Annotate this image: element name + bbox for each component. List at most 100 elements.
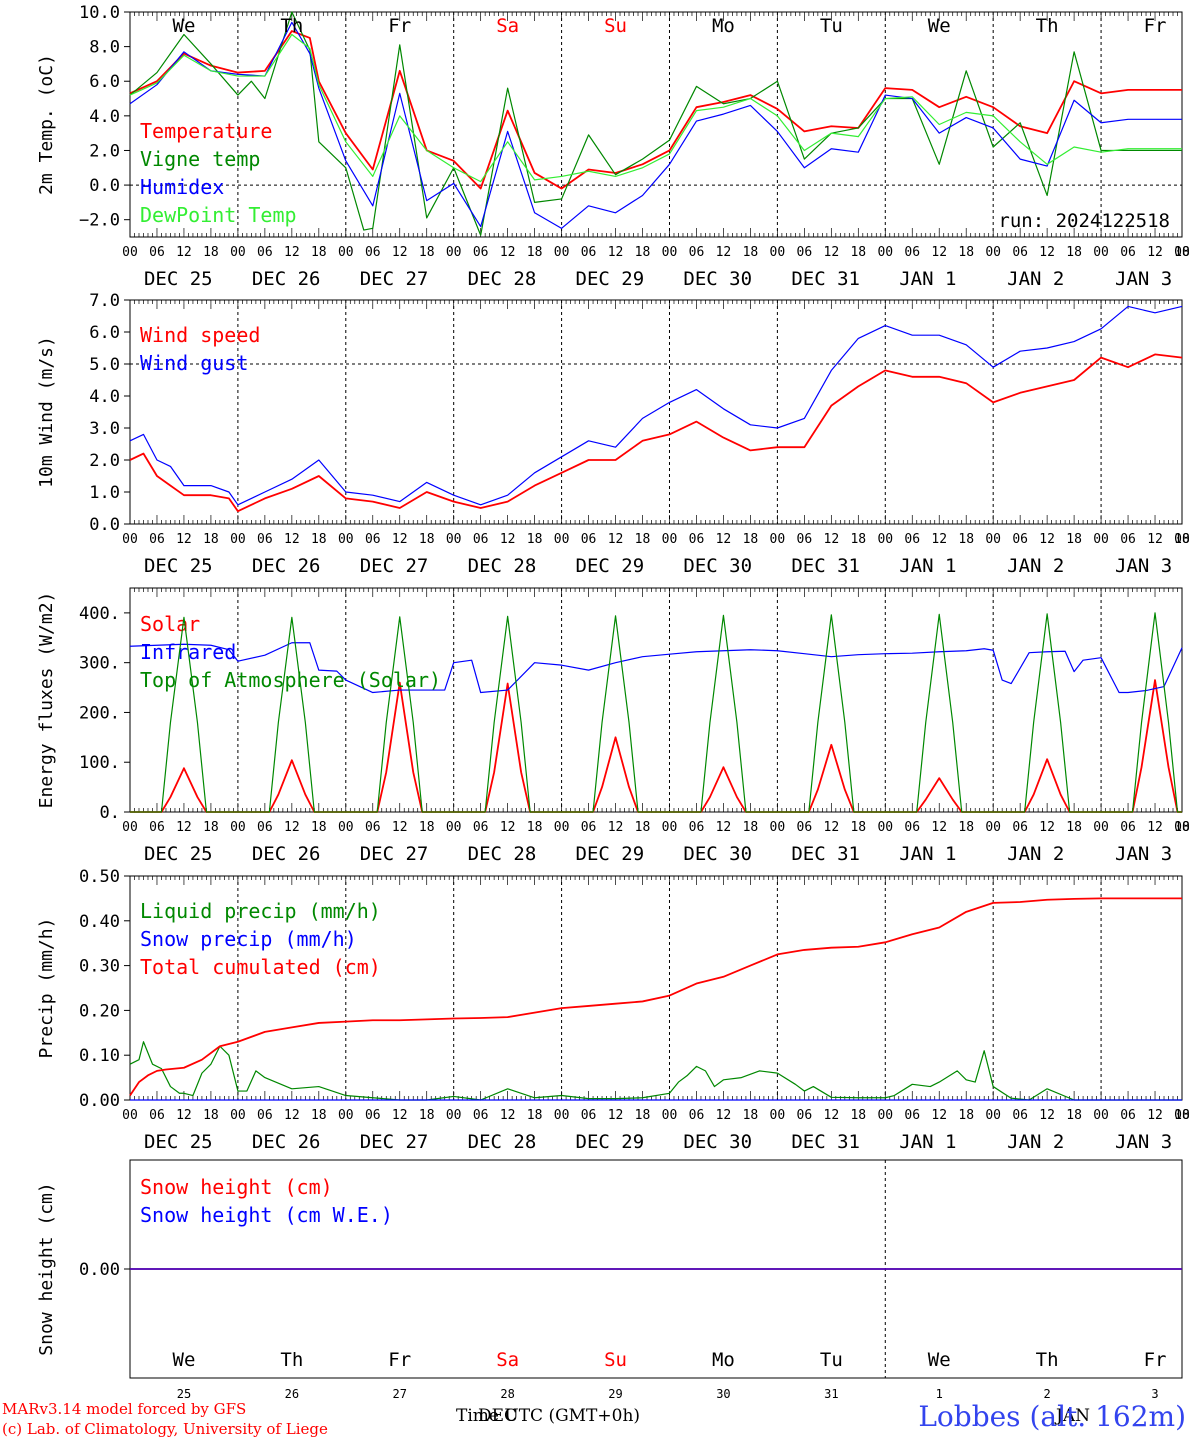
y-tick-label: 5.0 — [89, 355, 120, 375]
x-hour-label: 18 — [527, 245, 543, 260]
weekday-label: We — [928, 15, 951, 37]
x-day-label: DEC 25 — [144, 843, 213, 865]
y-tick-label: 0.00 — [79, 1091, 120, 1111]
x-day-label: JAN 3 — [1115, 1131, 1172, 1153]
x-hour-label: 12 — [500, 1108, 516, 1123]
x-hour-label: 18 — [203, 245, 219, 260]
x-day-label: JAN 1 — [899, 268, 956, 290]
x-day-label: JAN 1 — [899, 1131, 956, 1153]
x-hour-label: 06 — [1120, 532, 1136, 547]
x-hour-label: 12 — [1039, 532, 1055, 547]
x-hour-label: 00 — [1174, 1108, 1190, 1123]
x-hour-label: 06 — [581, 820, 597, 835]
x-day-label: DEC 30 — [683, 1131, 752, 1153]
x-hour-label: 00 — [662, 245, 678, 260]
x-hour-label: 00 — [1174, 245, 1190, 260]
y-axis-title: 2m Temp. (oC) — [36, 54, 57, 195]
x-hour-label: 00 — [122, 532, 138, 547]
y-axis-title: 10m Wind (m/s) — [36, 336, 57, 488]
y-tick-label: 400. — [79, 604, 120, 624]
y-tick-label: 0.0 — [89, 515, 120, 535]
x-hour-label: 12 — [931, 532, 947, 547]
x-hour-label: 18 — [419, 820, 435, 835]
weekday-label: Su — [604, 1349, 627, 1371]
series-line-wind-speed — [129, 353, 1183, 513]
x-hour-label: 06 — [473, 532, 489, 547]
series-line-infrared — [129, 642, 1183, 694]
x-hour-label: 12 — [500, 245, 516, 260]
day-number-label: 29 — [608, 1387, 622, 1401]
x-hour-label: 18 — [1174, 532, 1190, 547]
x-day-label: DEC 29 — [576, 843, 645, 865]
x-hour-label: 12 — [392, 532, 408, 547]
x-hour-label: 00 — [662, 820, 678, 835]
weekday-label: Fr — [388, 15, 411, 37]
x-hour-label: 18 — [203, 820, 219, 835]
y-tick-label: 1.0 — [89, 483, 120, 503]
x-hour-label: 00 — [985, 532, 1001, 547]
y-tick-label: 7.0 — [89, 291, 120, 311]
x-hour-label: 06 — [689, 245, 705, 260]
x-hour-label: 00 — [1174, 820, 1190, 835]
x-hour-label: 12 — [608, 532, 624, 547]
y-axis-title: Energy fluxes (W/m2) — [36, 592, 57, 809]
x-hour-label: 06 — [581, 532, 597, 547]
x-hour-label: 00 — [446, 532, 462, 547]
x-hour-label: 00 — [770, 1108, 786, 1123]
x-hour-label: 18 — [311, 820, 327, 835]
x-hour-label: 18 — [419, 1108, 435, 1123]
x-hour-label: 00 — [1093, 1108, 1109, 1123]
x-hour-label: 00 — [122, 245, 138, 260]
y-tick-label: 0.10 — [79, 1046, 120, 1066]
x-hour-label: 00 — [662, 532, 678, 547]
x-hour-label: 18 — [958, 820, 974, 835]
x-day-label: JAN 3 — [1115, 843, 1172, 865]
x-hour-label: 12 — [284, 245, 300, 260]
x-hour-label: 00 — [1174, 532, 1190, 547]
x-day-label: JAN 2 — [1007, 555, 1064, 577]
x-day-label: DEC 26 — [252, 555, 321, 577]
x-hour-label: 06 — [149, 532, 165, 547]
x-hour-label: 18 — [1066, 532, 1082, 547]
x-day-label: DEC 26 — [252, 843, 321, 865]
x-day-label: DEC 26 — [252, 268, 321, 290]
x-hour-label: 06 — [257, 245, 273, 260]
x-hour-label: 00 — [338, 532, 354, 547]
x-hour-label: 06 — [1012, 532, 1028, 547]
series-line-liquid-precip-mm-h- — [129, 1041, 1182, 1101]
x-hour-label: 06 — [365, 245, 381, 260]
x-hour-label: 00 — [230, 820, 246, 835]
x-hour-label: 12 — [500, 820, 516, 835]
series-line-temperature — [129, 30, 1182, 190]
weekday-label: Tu — [820, 1349, 843, 1371]
x-hour-label: 00 — [877, 820, 893, 835]
day-number-label: 28 — [500, 1387, 514, 1401]
x-hour-label: 06 — [1120, 1108, 1136, 1123]
series-line-vigne-temp — [129, 11, 1182, 236]
x-hour-label: 12 — [608, 820, 624, 835]
x-hour-label: 06 — [365, 820, 381, 835]
x-hour-label: 18 — [527, 1108, 543, 1123]
x-hour-label: 18 — [850, 1108, 866, 1123]
x-day-label: DEC 31 — [791, 1131, 860, 1153]
x-hour-label: 18 — [311, 1108, 327, 1123]
legend-entry: Solar — [140, 612, 200, 636]
x-day-label: DEC 29 — [576, 1131, 645, 1153]
x-hour-label: 12 — [284, 532, 300, 547]
x-hour-label: 00 — [985, 1108, 1001, 1123]
x-day-label: JAN 2 — [1007, 268, 1064, 290]
x-hour-label: 06 — [149, 820, 165, 835]
x-hour-label: 00 — [1093, 820, 1109, 835]
weekday-label: Fr — [1144, 15, 1167, 37]
x-hour-label: 18 — [527, 532, 543, 547]
x-hour-label: 12 — [931, 820, 947, 835]
x-hour-label: 00 — [1093, 245, 1109, 260]
x-hour-label: 12 — [824, 532, 840, 547]
y-tick-label: 300. — [79, 654, 120, 674]
day-number-label: 30 — [716, 1387, 730, 1401]
x-hour-label: 12 — [608, 1108, 624, 1123]
x-hour-label: 12 — [284, 1108, 300, 1123]
legend-entry: Humidex — [140, 175, 224, 199]
y-tick-label: 0.30 — [79, 957, 120, 977]
